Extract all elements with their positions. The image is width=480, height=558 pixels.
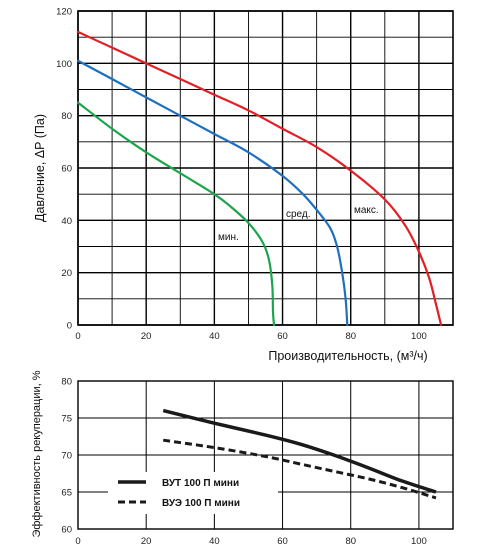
series-line-min [76,101,276,327]
chart2-y-tick-label: 75 [61,414,72,425]
curve-label-mid: сред. [286,209,311,220]
chart2-x-tick-label: 20 [141,536,152,547]
chart1-y-tick-label: 100 [56,59,72,70]
chart2-x-tick-label: 80 [345,536,356,547]
chart1-x-axis-title: Производительность, (м³/ч) [268,349,427,363]
chart2-y-axis-title: Эффективность рекуперации, % [31,370,43,537]
chart1-x-tick-label: 80 [345,331,356,342]
chart1-x-tick-label: 0 [75,331,80,342]
chart2-x-tick-label: 100 [411,536,427,547]
chart2-series [162,408,437,500]
chart1-curve-labels: мин. сред. макс. [218,205,379,243]
chart2-tick-labels: 0 20 40 60 80 100 60 65 70 75 80 [61,377,426,548]
chart1-x-tick-label: 100 [411,331,427,342]
chart1-y-tick-label: 0 [67,321,72,332]
series-line-max [76,30,443,327]
chart2-y-tick-label: 80 [61,377,72,388]
series-line-vut [162,408,437,494]
chart2-legend: ВУТ 100 П мини ВУЭ 100 П мини [108,472,278,514]
chart2-x-tick-label: 40 [209,536,220,547]
legend-label-vue: ВУЭ 100 П мини [162,498,240,509]
chart1-y-tick-label: 40 [61,216,72,227]
chart1-x-tick-label: 20 [141,331,152,342]
chart1-y-tick-label: 60 [61,164,72,175]
chart2-x-tick-label: 60 [277,536,288,547]
chart2-y-tick-label: 65 [61,488,72,499]
chart2-x-tick-label: 0 [75,536,80,547]
series-line-vue [163,438,437,500]
chart1-y-tick-label: 120 [56,7,72,18]
chart1-grid [77,10,454,326]
curve-label-min: мин. [218,232,239,243]
chart2-y-tick-label: 60 [61,525,72,536]
curve-label-max: макс. [354,205,379,216]
recuperation-efficiency-chart: 0 20 40 60 80 100 60 65 70 75 80 ВУТ 100 П мини ВУ… [31,370,454,548]
chart1-y-tick-label: 20 [61,268,72,279]
chart2-plot-frame [77,380,454,530]
chart1-tick-labels: 0 20 40 60 80 100 0 20 40 60 80 100 120 [56,7,427,343]
chart1-series [76,30,443,327]
legend-label-vut: ВУТ 100 П мини [162,478,239,489]
chart1-x-tick-label: 40 [209,331,220,342]
pressure-flow-chart: 0 20 40 60 80 100 0 20 40 60 80 100 120 мин. сред. м… [33,7,454,363]
chart1-plot-frame [77,10,454,326]
legend-background [108,472,278,514]
chart1-y-tick-label: 80 [61,111,72,122]
chart1-y-axis-title: Давление, ΔP (Па) [33,114,47,222]
chart2-y-tick-label: 70 [61,451,72,462]
series-line-mid [76,59,349,327]
chart1-x-tick-label: 60 [277,331,288,342]
